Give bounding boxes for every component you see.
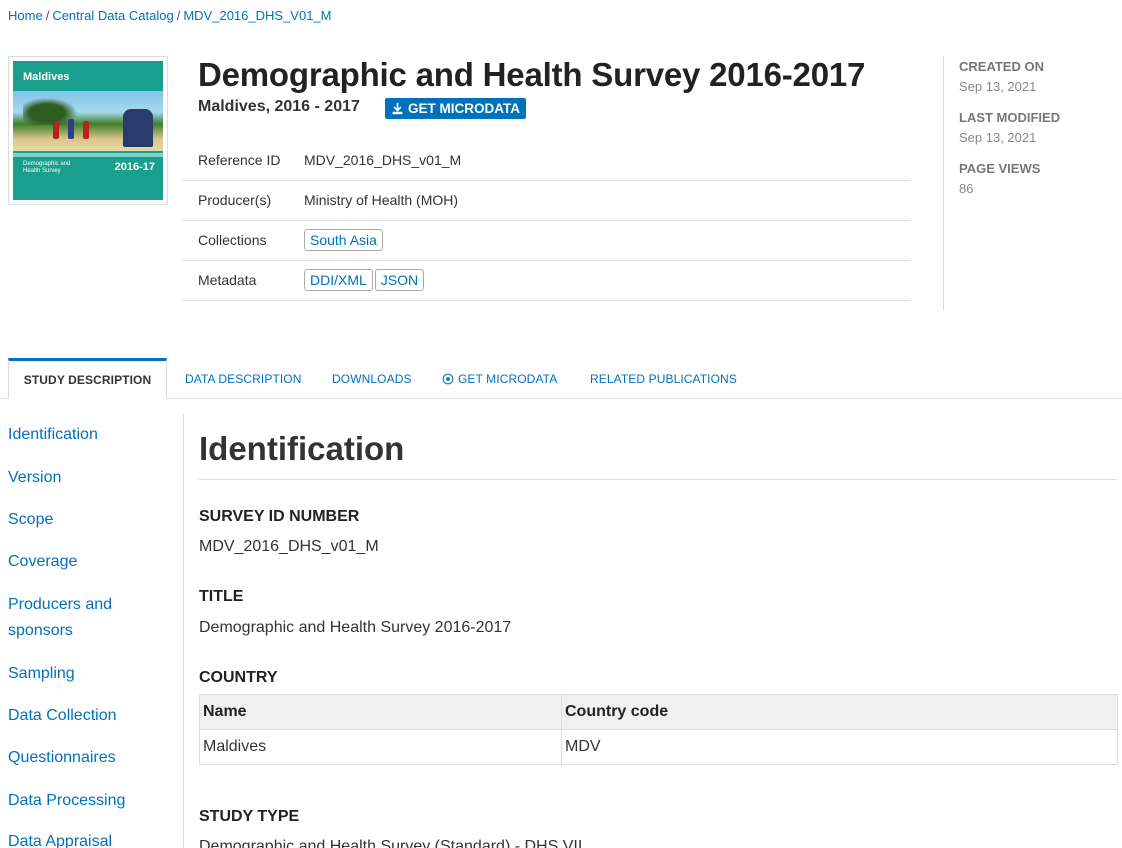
table-header-row: Name Country code — [199, 694, 1118, 730]
tab-related-publications[interactable]: RELATED PUBLICATIONS — [590, 371, 737, 386]
nav-sampling[interactable]: Sampling — [8, 665, 75, 682]
metadata-json-link[interactable]: JSON — [374, 269, 425, 291]
get-microdata-label: GET MICRODATA — [408, 101, 520, 116]
nav-data-collection[interactable]: Data Collection — [8, 707, 117, 724]
metadata-ddi-xml-link[interactable]: DDI/XML — [304, 269, 373, 291]
page-views-value: 86 — [959, 181, 974, 196]
study-tabs: STUDY DESCRIPTION DATA DESCRIPTION DOWNL… — [0, 358, 1122, 399]
title-value: Demographic and Health Survey 2016-2017 — [199, 619, 512, 636]
nav-data-processing[interactable]: Data Processing — [8, 792, 126, 809]
cover-photo — [13, 91, 163, 151]
tab-data-description[interactable]: DATA DESCRIPTION — [185, 371, 302, 386]
page-title: Demographic and Health Survey 2016-2017 — [198, 56, 866, 93]
cover-subtitle: Demographic and Health Survey — [23, 161, 71, 174]
download-icon — [392, 102, 403, 115]
breadcrumb: Home / Central Data Catalog / MDV_2016_DHS_V… — [8, 8, 331, 23]
collection-chip-south-asia[interactable]: South Asia — [304, 229, 383, 251]
study-info-table: Reference ID MDV_2016_DHS_v01_M Producer… — [183, 141, 910, 301]
tab-get-microdata[interactable]: GET MICRODATA — [442, 358, 557, 399]
tab-get-microdata-label: GET MICRODATA — [458, 371, 558, 386]
circle-download-icon — [442, 373, 454, 384]
tab-downloads[interactable]: DOWNLOADS — [332, 371, 412, 386]
created-on-label: CREATED ON — [959, 59, 1044, 74]
cover-image: Maldives Demographic and Health Survey 2… — [13, 61, 163, 200]
section-nav: Identification Version Scope Coverage Pr… — [0, 413, 184, 848]
breadcrumb-current[interactable]: MDV_2016_DHS_V01_M — [183, 8, 332, 23]
column-header-name: Name — [199, 694, 562, 730]
table-row: Metadata DDI/XML JSON — [183, 260, 910, 301]
table-row: Collections South Asia — [183, 220, 910, 261]
column-header-country-code: Country code — [561, 694, 1118, 730]
breadcrumb-separator: / — [176, 8, 181, 23]
nav-producers-and-sponsors[interactable]: Producers and — [8, 596, 113, 613]
nav-identification[interactable]: Identification — [8, 426, 98, 443]
reference-id-value: MDV_2016_DHS_v01_M — [304, 141, 910, 181]
study-stats-panel: CREATED ON Sep 13, 2021 LAST MODIFIED Se… — [943, 56, 1113, 310]
identification-section: Identification — [199, 430, 1117, 480]
breadcrumb-catalog[interactable]: Central Data Catalog — [52, 8, 174, 23]
collections-label: Collections — [183, 220, 304, 261]
title-label: TITLE — [199, 588, 244, 605]
study-type-value: Demographic and Health Survey (Standard)… — [199, 838, 583, 848]
breadcrumb-separator: / — [45, 8, 50, 23]
page-views-label: PAGE VIEWS — [959, 161, 1041, 176]
last-modified-value: Sep 13, 2021 — [959, 130, 1037, 145]
producers-label: Producer(s) — [183, 180, 304, 221]
nav-scope[interactable]: Scope — [8, 511, 54, 528]
nav-questionnaires[interactable]: Questionnaires — [8, 749, 116, 766]
nav-producers-and-sponsors-cont[interactable]: sponsors — [8, 622, 73, 639]
table-row: Reference ID MDV_2016_DHS_v01_M — [183, 141, 910, 181]
country-code-cell: MDV — [561, 729, 1118, 765]
nav-data-appraisal[interactable]: Data Appraisal — [8, 833, 113, 848]
study-type-label: STUDY TYPE — [199, 808, 300, 825]
country-name-cell: Maldives — [199, 729, 562, 765]
get-microdata-button[interactable]: GET MICRODATA — [385, 98, 526, 119]
tab-study-description[interactable]: STUDY DESCRIPTION — [8, 358, 167, 399]
table-row: Producer(s) Ministry of Health (MOH) — [183, 180, 910, 221]
country-label: COUNTRY — [199, 669, 278, 686]
study-cover-thumbnail: Maldives Demographic and Health Survey 2… — [8, 56, 168, 205]
table-row: Maldives MDV — [199, 729, 1118, 765]
created-on-value: Sep 13, 2021 — [959, 79, 1037, 94]
last-modified-label: LAST MODIFIED — [959, 110, 1061, 125]
metadata-label: Metadata — [183, 260, 304, 301]
survey-id-label: SURVEY ID NUMBER — [199, 508, 360, 525]
breadcrumb-home[interactable]: Home — [8, 8, 43, 23]
cover-year: 2016-17 — [114, 161, 155, 173]
section-heading: Identification — [199, 430, 1117, 480]
study-subtitle: Maldives, 2016 - 2017 — [198, 98, 360, 115]
producers-value: Ministry of Health (MOH) — [304, 180, 910, 221]
cover-title: Maldives — [23, 71, 70, 83]
nav-version[interactable]: Version — [8, 469, 62, 486]
survey-id-value: MDV_2016_DHS_v01_M — [199, 538, 379, 555]
nav-coverage[interactable]: Coverage — [8, 553, 78, 570]
country-table: Name Country code Maldives MDV — [199, 694, 1118, 765]
reference-id-label: Reference ID — [183, 141, 304, 181]
